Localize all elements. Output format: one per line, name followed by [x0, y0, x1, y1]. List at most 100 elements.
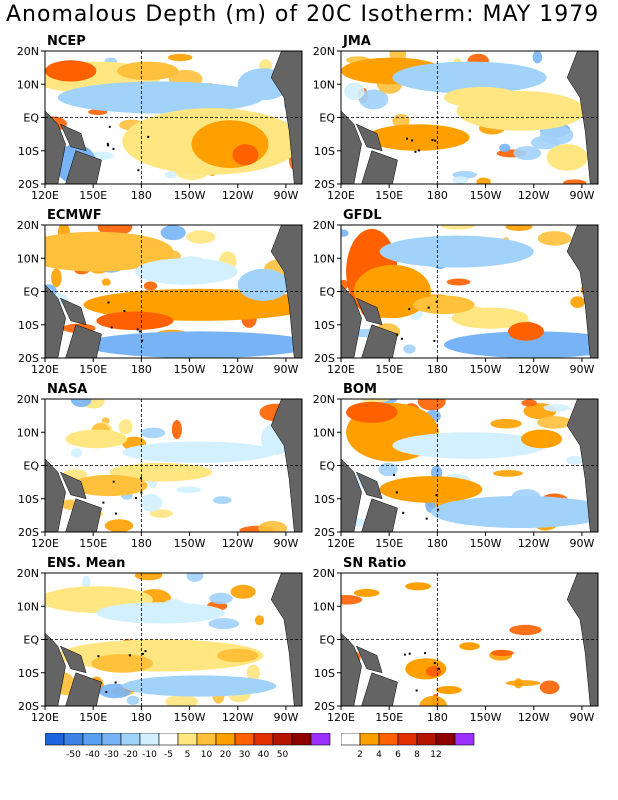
anomaly-patch [171, 420, 182, 440]
lon-tick-label: 90W [274, 363, 299, 376]
anomaly-patch [212, 496, 232, 504]
cbar-anom-svg: -50 -40 -30 -20 -10 -5 5 10 20 30 40 50 [44, 732, 331, 760]
colorbar-label: 12 [430, 750, 441, 760]
island [107, 144, 110, 147]
lon-tick-label: 150W [470, 711, 502, 724]
anomaly-region [83, 331, 302, 358]
anomaly-patch [419, 695, 447, 706]
colorbar-label: 2 [357, 750, 363, 760]
anomaly-patch [513, 146, 542, 161]
lon-tick-label: 90W [274, 537, 299, 550]
anomaly-region [109, 462, 213, 482]
lon-tick-label: 90W [570, 363, 595, 376]
colorbar-label: -50 [66, 750, 81, 760]
anomaly-region [392, 61, 547, 94]
anomaly-patch [446, 278, 471, 286]
land-mass [65, 324, 102, 358]
land-mass [45, 632, 66, 706]
anomaly-patch [539, 680, 560, 695]
lat-tick-label: 10S [314, 145, 335, 158]
land-mass [566, 51, 598, 184]
island [424, 652, 427, 655]
lon-tick-label: 150W [470, 363, 502, 376]
colorbar-swatch [340, 732, 361, 746]
land-mass [566, 225, 598, 358]
lon-tick-label: 150E [79, 189, 107, 202]
panel-title-bom: BOM [343, 382, 377, 397]
anomaly-region [431, 496, 598, 528]
colorbar-swatch [253, 732, 274, 746]
anomaly-region [520, 429, 563, 449]
figure-title: Anomalous Depth (m) of 20C Isotherm: MAY… [6, 2, 600, 27]
land-mass [341, 632, 362, 706]
lon-tick-label: 120E [327, 711, 355, 724]
map-panel-ens: ENS. Mean 20N 10N EQ 10S 20S 120E 150E 180 150W 12… [0, 555, 317, 728]
anomaly-patch [532, 51, 543, 64]
anomaly-region [459, 642, 480, 651]
island [147, 135, 150, 138]
anomaly-patch [537, 231, 572, 246]
colorbar-label: 10 [201, 750, 213, 760]
colorbar-swatch [310, 732, 331, 746]
island [395, 491, 398, 494]
lat-tick-label: 10N [313, 78, 335, 91]
island [435, 300, 438, 303]
island [431, 139, 434, 142]
island [435, 494, 438, 497]
map-panel-nasa: NASA 20N 10N EQ 10S 20S 120E 150E 180 150W 120W 90W [0, 381, 317, 554]
land-mass [65, 672, 102, 706]
island [438, 667, 440, 670]
anomaly-patch [509, 624, 542, 636]
island [137, 169, 140, 172]
land-mass [270, 573, 302, 706]
anomaly-patch [70, 448, 83, 458]
land-mass [355, 297, 383, 326]
anomaly-patch [134, 573, 163, 581]
island [408, 652, 411, 655]
colorbar-swatch [215, 732, 236, 746]
anomaly-patch [70, 399, 92, 408]
map-panel-ncep: NCEP 20N 10N EQ 10S 20S 120E 150E 180 150W 120W 90W [0, 33, 317, 206]
lat-tick-label: 20S [18, 352, 39, 365]
lat-tick-label: 10S [18, 319, 39, 332]
anomaly-region [117, 61, 179, 81]
lat-tick-label: 20N [17, 567, 39, 580]
colorbar-label: 4 [376, 750, 382, 760]
anomaly-patch [440, 225, 475, 230]
lat-tick-label: 20S [18, 178, 39, 191]
anomaly-region [436, 686, 462, 694]
anomaly-patch [160, 225, 186, 241]
colorbar-swatch [63, 732, 84, 746]
lat-tick-label: EQ [319, 286, 335, 299]
land-mass [59, 123, 87, 152]
anomaly-patch [164, 171, 177, 179]
lon-tick-label: 120E [327, 363, 355, 376]
colorbar-swatch [196, 732, 217, 746]
anomaly-region [425, 666, 442, 677]
lat-tick-label: 10N [17, 600, 39, 613]
anomaly-region [45, 60, 97, 82]
colorbar-label: -30 [104, 750, 119, 760]
island [396, 333, 399, 336]
island [434, 139, 437, 142]
land-mass [270, 399, 302, 532]
lon-tick-label: 180 [427, 537, 448, 550]
island [108, 125, 111, 128]
lon-tick-label: 180 [427, 189, 448, 202]
anomaly-patch [104, 519, 134, 532]
island [112, 147, 115, 150]
island [106, 142, 109, 145]
colorbar-label: 20 [220, 750, 232, 760]
lat-tick-label: 10S [314, 493, 335, 506]
lat-tick-label: 10N [17, 426, 39, 439]
anomaly-patch [230, 584, 256, 599]
lat-tick-label: 10S [18, 667, 39, 680]
anomaly-region [191, 120, 269, 168]
colorbar-label: 30 [239, 750, 251, 760]
island [408, 308, 411, 311]
anomaly-patch [246, 664, 261, 682]
